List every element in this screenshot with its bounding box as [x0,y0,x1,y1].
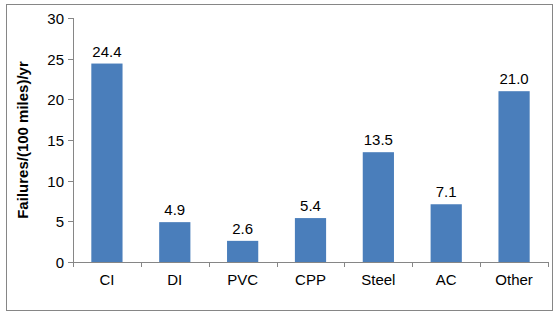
x-tick [209,262,210,267]
chart-frame [7,5,553,311]
x-tick [344,262,345,267]
chart-container: 0 5 10 15 20 25 30 CI DI PVC CPP Steel AC Other 24.4 4.… [0,0,560,316]
x-tick-label: Steel [361,271,395,288]
y-tick-label: 5 [56,213,64,230]
bar [227,241,258,262]
bar [91,64,122,262]
x-tick-label: Other [495,271,533,288]
bars [91,64,529,262]
y-axis-line [73,18,74,262]
y-tick-label: 15 [47,132,64,149]
y-tick [68,99,73,100]
data-label: 13.5 [364,131,393,148]
x-tick [141,262,142,267]
y-tick [68,59,73,60]
data-label: 21.0 [499,70,528,87]
y-tick [68,262,73,263]
y-tick [68,181,73,182]
x-axis-line [73,262,548,263]
bar [159,222,190,262]
x-tick [73,262,74,267]
y-tick-label: 25 [47,51,64,68]
x-tick [277,262,278,267]
data-label: 2.6 [232,220,253,237]
chart-svg: 0 5 10 15 20 25 30 CI DI PVC CPP Steel AC Other 24.4 4.… [0,0,560,316]
bar [295,218,326,262]
x-tick-label: CPP [295,271,326,288]
y-tick [68,221,73,222]
y-tick [68,140,73,141]
y-tick [68,18,73,19]
data-label: 5.4 [300,197,321,214]
y-tick-label: 10 [47,173,64,190]
x-tick-label: CI [99,271,114,288]
bar [431,204,462,262]
y-tick-label: 0 [56,254,64,271]
x-tick-label: PVC [227,271,258,288]
bar [363,152,394,262]
x-tick-label: AC [436,271,457,288]
x-tick [548,262,549,267]
data-label: 4.9 [164,201,185,218]
x-tick [412,262,413,267]
data-label: 24.4 [92,43,121,60]
bar [498,91,529,262]
data-label: 7.1 [436,183,457,200]
y-axis-label: Failures/(100 miles)/yr [14,61,31,219]
y-tick-label: 20 [47,91,64,108]
x-tick-label: DI [167,271,182,288]
y-tick-label: 30 [47,10,64,27]
x-tick [480,262,481,267]
